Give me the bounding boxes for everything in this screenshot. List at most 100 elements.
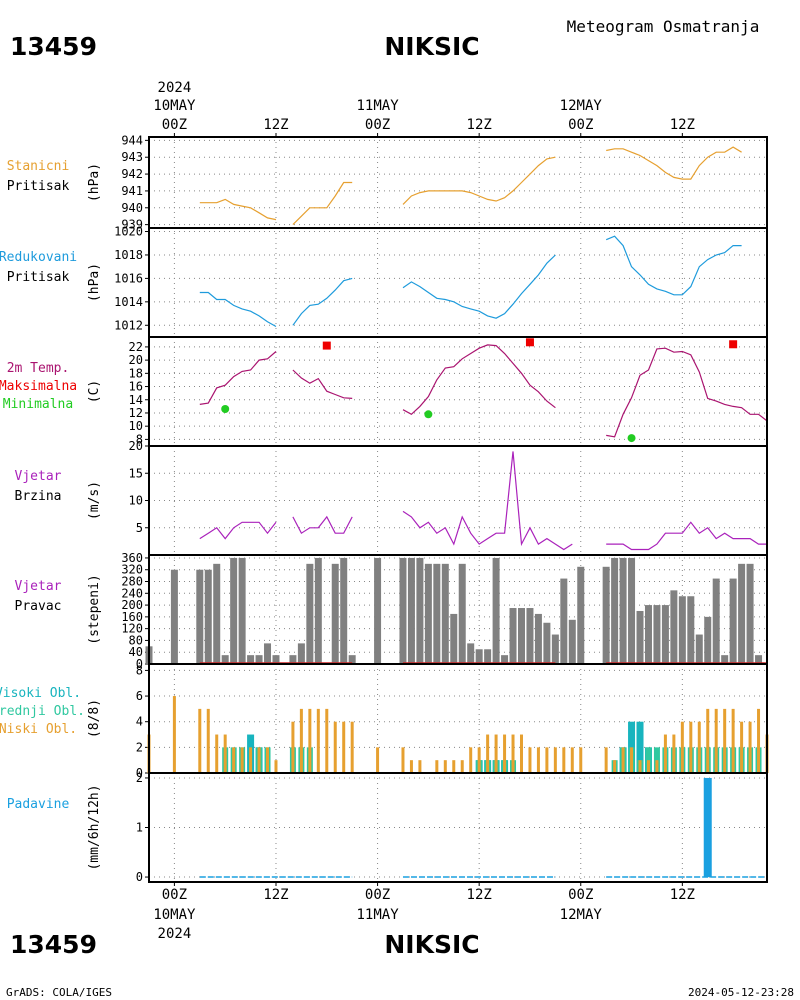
wind-direction-bar [247,655,255,664]
panel-label: Redukovani [0,250,77,265]
low-cloud-bar [740,721,744,773]
y-tick-label: 5 [136,521,143,535]
wind-direction-bar [272,655,280,664]
low-cloud-bar [223,734,227,773]
low-cloud-bar [697,721,701,773]
y-tick-label: 939 [121,218,143,232]
top-hour-label: 12Z [670,117,695,133]
software-credit: GrADS: COLA/IGES [6,986,112,999]
low-cloud-bar [206,708,210,773]
series-line-wind_speed [199,521,277,540]
time-axis-bottom: 00Z 12Z 00Z 12Z 00Z 12Z 10MAY 11MAY 12MAY 2024 [153,882,695,942]
series-line-reduced_pressure [199,291,277,328]
wind-direction-bar [602,566,610,664]
panel-label: Niski Obl. [0,722,77,737]
low-cloud-bar [562,747,566,773]
bottom-date-label: 10MAY [153,907,196,923]
wind-direction-bar [738,563,746,664]
series-line-station_pressure [199,198,277,221]
low-cloud-bar [536,747,540,773]
wind-direction-bar [509,608,517,664]
y-tick-label: 40 [129,645,143,659]
y-tick-label: 10 [129,494,143,508]
y-tick-label: 944 [121,133,143,147]
wind-direction-bar [484,649,492,664]
panel-label: Pritisak [7,179,70,194]
low-cloud-bar [477,747,481,773]
low-cloud-bar [672,734,676,773]
series-line-temperature [606,347,768,438]
top-hour-label: 00Z [162,117,187,133]
unit-label: (stepeni) [87,574,102,644]
low-cloud-bar [460,760,464,773]
low-cloud-bar [486,734,490,773]
low-cloud-bar [748,721,752,773]
wind-direction-bar [501,655,509,664]
tmin-marker [424,410,433,419]
wind-direction-bar [644,605,652,664]
panel-label: Pritisak [7,270,70,285]
y-tick-label: 1012 [114,318,143,332]
wind-direction-bar [424,563,432,664]
wind-direction-bar [221,655,229,664]
panel-label: Srednji Obl. [0,704,85,719]
bottom-date-label: 11MAY [356,907,399,923]
low-cloud-bar [172,696,176,773]
y-tick-label: 1018 [114,248,143,262]
series-line-wind_speed [292,515,353,535]
low-cloud-bar [443,760,447,773]
y-tick-label: 12 [129,406,143,420]
low-cloud-bar [706,708,710,773]
tmin-marker [627,434,636,443]
series-line-reduced_pressure [402,254,556,319]
unit-label: (m/s) [87,481,102,520]
low-cloud-bar [240,747,244,773]
panel-label: Stanicni [7,159,70,174]
low-cloud-bar [308,708,312,773]
wind-direction-bar [670,590,678,664]
y-tick-label: 8 [136,432,143,446]
station-name-top: NIKSIC [384,32,479,61]
wind-direction-bar [636,610,644,664]
low-cloud-bar [249,747,253,773]
low-cloud-bar [663,734,667,773]
wind-direction-bar [196,569,204,664]
low-cloud-bar [409,760,413,773]
series-line-reduced_pressure [292,277,353,326]
low-cloud-bar [350,721,354,773]
low-cloud-bar [689,721,693,773]
wind-direction-bar [264,643,272,664]
wind-direction-bar [331,563,339,664]
panel-label: Brzina [15,489,62,504]
low-cloud-bar [553,747,557,773]
wind-direction-bar [687,596,695,664]
wind-direction-bar [475,649,483,664]
y-tick-label: 22 [129,340,143,354]
top-hour-label: 00Z [568,117,593,133]
low-cloud-bar [333,721,337,773]
tmin-marker [221,405,230,414]
panel-label: Vjetar [15,469,62,484]
low-cloud-bar [401,747,405,773]
wind-direction-bar [204,569,212,664]
low-cloud-bar [680,721,684,773]
low-cloud-bar [232,747,236,773]
panel-label: Vjetar [15,579,62,594]
wind-direction-bar [441,563,449,664]
unit-label: (C) [87,380,102,403]
panels: 939940941942943944(hPa)StanicniPritisak1… [0,133,769,884]
low-cloud-bar [757,708,761,773]
y-tick-label: 280 [121,575,143,589]
y-tick-label: 943 [121,150,143,164]
y-tick-label: 0 [136,657,143,671]
wind-direction-bar [314,557,322,664]
wind-direction-bar [551,634,559,664]
wind-direction-bar [306,563,314,664]
y-tick-label: 15 [129,466,143,480]
wind-direction-bar [755,655,763,664]
wind-direction-bar [238,557,246,664]
wind-direction-bar [374,557,382,664]
y-tick-label: 10 [129,419,143,433]
